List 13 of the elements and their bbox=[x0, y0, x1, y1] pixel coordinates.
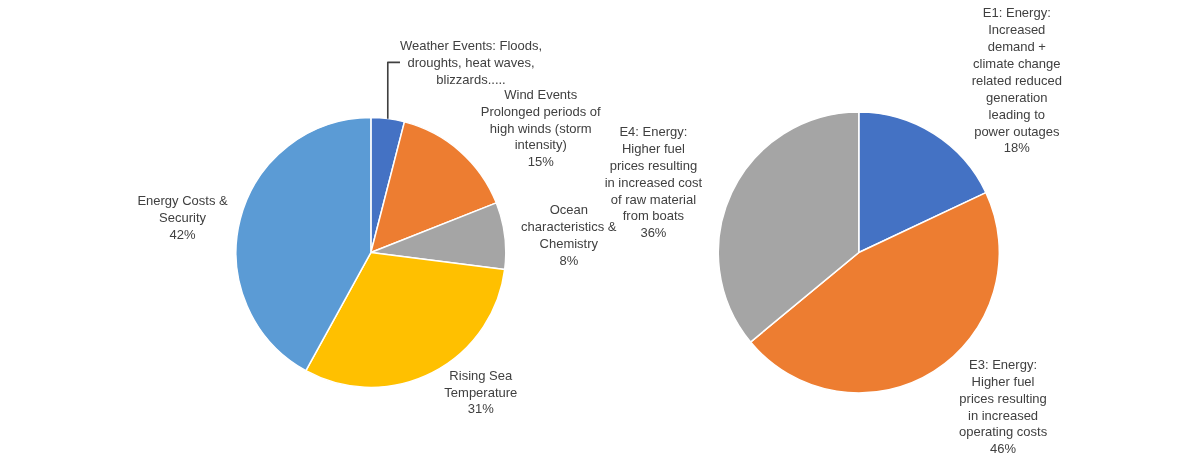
slice-label: E1: Energy: Increased demand + climate change related reduced generation leading to power outages bbox=[971, 5, 1062, 139]
slice-label: Rising Sea Temperature bbox=[444, 367, 518, 400]
data-label: 46% bbox=[990, 441, 1017, 457]
data-label: 36% bbox=[640, 225, 667, 241]
data-label: 15% bbox=[527, 154, 555, 170]
slice-label: E3: Energy: Higher fuel prices resulting in increased operating costs bbox=[958, 356, 1048, 440]
slice-label: Energy Costs & Security bbox=[137, 193, 229, 225]
data-label: 42% bbox=[169, 226, 196, 242]
data-label: 8% bbox=[559, 252, 579, 268]
slice-label: Weather Events: Floods, droughts, heat waves, blizzards..... bbox=[399, 37, 543, 87]
data-label: 31% bbox=[467, 401, 495, 417]
data-label: 18% bbox=[1003, 140, 1031, 156]
slice-label: Wind Events Prolonged periods of high winds (storm intensity) bbox=[480, 86, 602, 153]
